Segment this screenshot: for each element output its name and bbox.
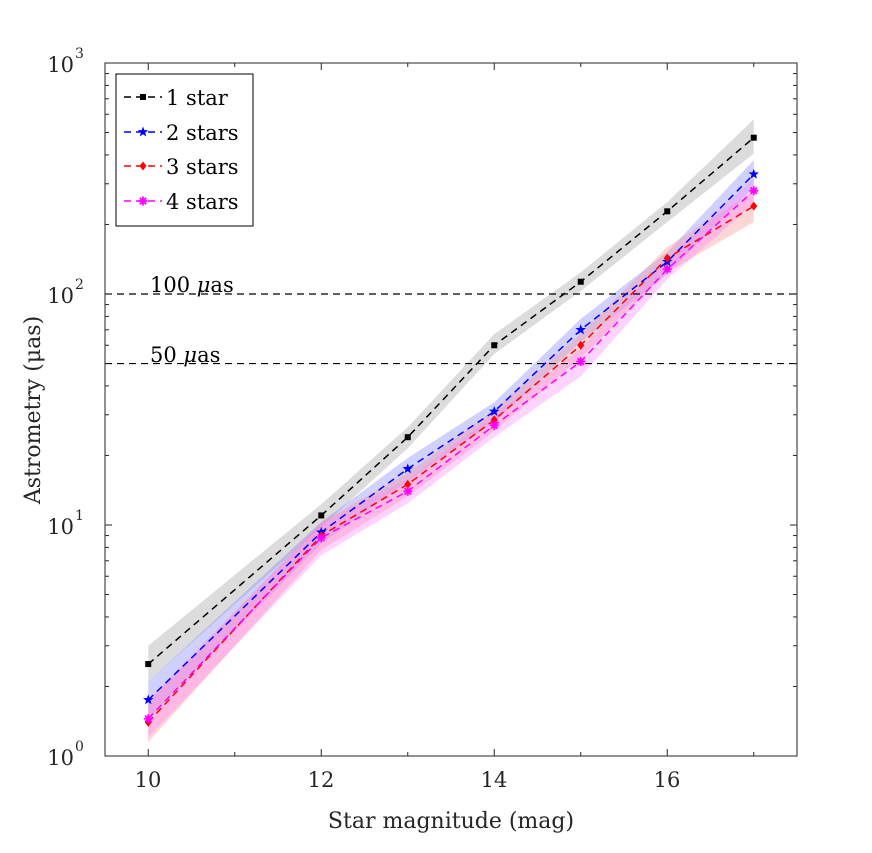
data-point: [145, 661, 152, 668]
y-tick-exponent: 1: [75, 508, 84, 524]
data-point: [489, 406, 500, 416]
x-tick-label: 12: [308, 768, 335, 792]
series-markers: [143, 134, 759, 727]
legend-label: 3 stars: [166, 155, 239, 179]
data-point: [577, 340, 585, 350]
legend-key-marker: [140, 94, 146, 100]
legend-key-marker: [137, 126, 149, 137]
data-point: [491, 342, 498, 349]
reference-lines: [105, 293, 797, 365]
legend-key-marker: [138, 196, 148, 206]
data-point: [749, 186, 759, 196]
x-tick-label: 14: [481, 768, 508, 792]
data-point: [316, 533, 326, 543]
y-tick-label: 10: [47, 53, 74, 77]
reference-line-label: 100 μas: [150, 273, 234, 297]
y-tick-label: 10: [47, 746, 74, 770]
data-point: [404, 434, 411, 441]
x-axis-title: Star magnitude (mag): [328, 809, 574, 834]
data-point: [575, 324, 586, 335]
data-point: [143, 714, 153, 724]
data-point: [490, 415, 498, 425]
y-tick-label: 10: [47, 515, 74, 539]
confidence-band-3-stars: [148, 191, 754, 742]
x-tick-label: 10: [135, 768, 162, 792]
data-point: [748, 168, 759, 179]
legend-label: 2 stars: [166, 121, 239, 145]
legend-key-marker: [139, 161, 147, 171]
data-point: [143, 694, 154, 705]
y-tick-exponent: 2: [75, 277, 84, 293]
confidence-band-4-stars: [148, 177, 754, 738]
legend-label: 4 stars: [166, 190, 239, 214]
legend-keys: [124, 94, 162, 206]
y-tick-exponent: 3: [75, 46, 84, 62]
data-point: [576, 357, 586, 367]
data-point: [402, 463, 413, 474]
data-point: [489, 420, 499, 430]
legend-label: 1 star: [166, 86, 229, 110]
data-point: [577, 278, 584, 285]
data-point: [750, 201, 758, 211]
plot-area-frame: [104, 62, 798, 757]
confidence-band-1-star: [148, 119, 754, 682]
data-point: [664, 208, 671, 215]
data-point: [404, 479, 412, 489]
data-point: [663, 253, 671, 263]
legend: 1 star 2 stars 3 stars 4 stars: [115, 73, 254, 227]
data-point: [318, 512, 325, 519]
data-point: [403, 486, 413, 496]
y-axis-title: Astrometry (μas): [21, 316, 46, 505]
reference-line-label: 50 μas: [150, 343, 220, 367]
y-tick-exponent: 0: [75, 739, 84, 755]
data-point: [750, 134, 757, 141]
y-tick-label: 10: [47, 284, 74, 308]
data-point: [662, 264, 672, 274]
x-tick-label: 16: [654, 768, 681, 792]
axis-ticks: [105, 62, 797, 757]
